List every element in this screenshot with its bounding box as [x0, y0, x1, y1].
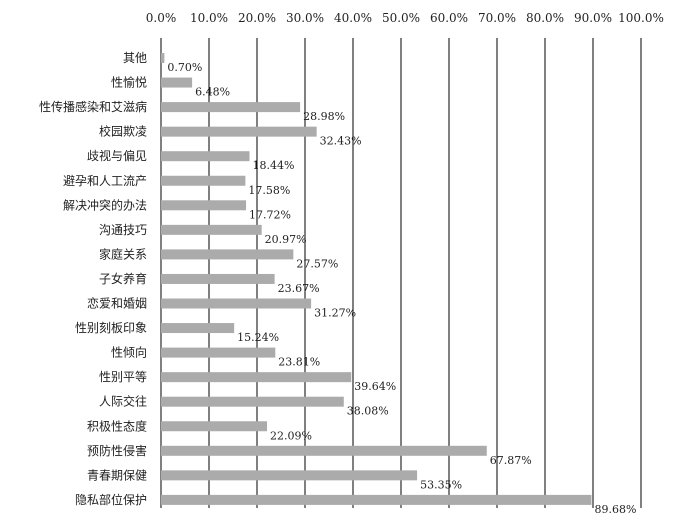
x-tick-label: 100.0% — [618, 11, 664, 25]
value-label: 18.44% — [253, 159, 295, 172]
value-label: 27.57% — [296, 257, 338, 270]
bar — [161, 347, 276, 358]
category-label: 积极性态度 — [87, 418, 147, 433]
bar — [161, 200, 247, 211]
bar — [161, 494, 592, 505]
x-tick-label: 30.0% — [286, 11, 324, 25]
x-tick-label: 50.0% — [382, 11, 420, 25]
bar — [161, 102, 301, 113]
category-label: 性别平等 — [99, 370, 147, 384]
x-tick-label: 40.0% — [334, 11, 372, 25]
category-label: 性愉悦 — [111, 75, 147, 90]
category-label: 家庭关系 — [99, 246, 147, 261]
bar — [161, 53, 165, 63]
value-label: 32.43% — [320, 135, 362, 148]
category-label: 其他 — [123, 51, 147, 65]
x-tick-label: 0.0% — [146, 11, 177, 25]
bar — [161, 470, 418, 481]
bar — [161, 421, 268, 432]
bar — [161, 249, 294, 260]
gridlines — [160, 38, 642, 508]
bar — [161, 372, 352, 383]
category-label: 性倾向 — [111, 345, 147, 360]
bar — [161, 445, 487, 456]
bar — [161, 298, 312, 309]
bar — [161, 77, 193, 88]
category-label: 人际交往 — [99, 394, 147, 409]
value-label: 22.09% — [270, 429, 312, 442]
category-label: 恋爱和婚姻 — [87, 296, 147, 311]
value-label: 23.81% — [278, 356, 320, 369]
category-label: 隐私部位保护 — [75, 492, 147, 507]
value-label: 6.48% — [195, 86, 230, 99]
category-label: 校园欺凌 — [99, 124, 147, 139]
bar — [161, 396, 344, 407]
value-label: 67.87% — [490, 454, 532, 467]
value-label: 15.24% — [237, 331, 279, 344]
x-tick-label: 20.0% — [238, 11, 276, 25]
bar — [161, 126, 317, 137]
value-label: 31.27% — [314, 307, 356, 320]
value-label: 0.70% — [167, 61, 202, 74]
x-tick-label: 80.0% — [526, 11, 564, 25]
category-label: 解决冲突的办法 — [63, 197, 147, 212]
x-tick-label: 60.0% — [430, 11, 468, 25]
category-label: 青春期保健 — [87, 468, 147, 482]
category-label: 子女养育 — [99, 271, 147, 286]
value-label: 17.72% — [249, 208, 291, 221]
bar — [161, 323, 235, 334]
category-label: 性别刻板印象 — [75, 321, 147, 335]
category-labels: 其他性愉悦性传播感染和艾滋病校园欺凌歧视与偏见避孕和人工流产解决冲突的办法沟通技… — [39, 51, 147, 507]
value-label: 38.08% — [347, 405, 389, 418]
bar — [161, 175, 246, 186]
x-tick-label: 10.0% — [190, 11, 228, 25]
bars — [161, 53, 592, 505]
category-label: 沟通技巧 — [99, 223, 147, 237]
value-label: 23.67% — [278, 282, 320, 295]
x-tick-label: 70.0% — [478, 11, 516, 25]
value-label: 39.64% — [354, 380, 396, 393]
value-label: 53.35% — [420, 478, 462, 491]
category-label: 预防性侵害 — [87, 443, 147, 458]
value-label: 28.98% — [303, 110, 345, 123]
value-labels: 0.70% 6.48% 28.98% 32.43% 18.44% 17.58% 17.72%… — [167, 61, 636, 516]
x-tick-label: 90.0% — [574, 11, 612, 25]
category-label: 性传播感染和艾滋病 — [39, 99, 147, 114]
value-label: 17.58% — [248, 184, 290, 197]
x-axis-ticks: 0.0% 10.0% 20.0% 30.0% 40.0% 50.0% 60.0% 70.0% 8… — [146, 11, 664, 25]
category-label: 避孕和人工流产 — [63, 174, 147, 188]
bar — [161, 151, 250, 162]
bar — [161, 224, 262, 235]
value-label: 20.97% — [265, 233, 307, 246]
category-label: 歧视与偏见 — [87, 148, 147, 163]
bar — [161, 273, 275, 284]
value-label: 89.68% — [594, 503, 636, 516]
